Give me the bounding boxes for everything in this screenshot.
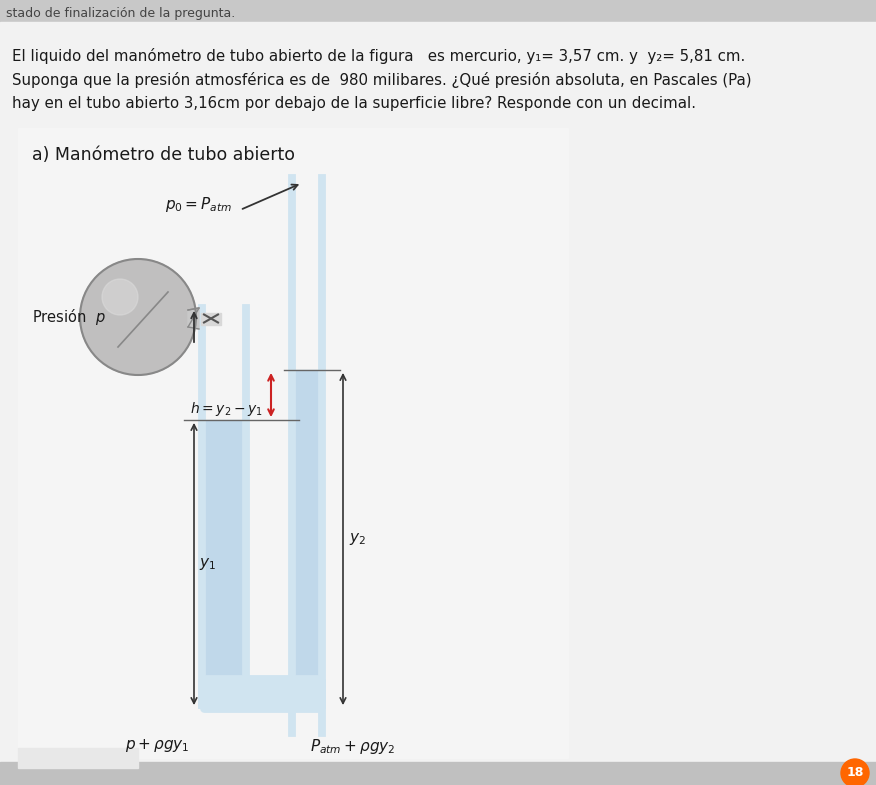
Bar <box>0 0 876 22</box>
Text: $h = y_2 - y_1$: $h = y_2 - y_1$ <box>190 400 263 418</box>
Bar <box>201 312 221 324</box>
Bar <box>319 175 325 736</box>
Text: 18: 18 <box>846 766 864 780</box>
Bar <box>199 680 325 708</box>
Text: $P_{atm} + \rho g y_2$: $P_{atm} + \rho g y_2$ <box>310 736 396 755</box>
Bar <box>0 762 876 785</box>
Polygon shape <box>188 308 199 329</box>
Bar <box>243 305 249 708</box>
Circle shape <box>102 279 138 315</box>
Text: $p + \rho g y_1$: $p + \rho g y_1$ <box>125 737 189 754</box>
Text: hay en el tubo abierto 3,16cm por debajo de la superficie libre? Responde con un: hay en el tubo abierto 3,16cm por debajo… <box>12 96 696 111</box>
Text: $y_2$: $y_2$ <box>349 531 366 547</box>
Text: stado de finalización de la pregunta.: stado de finalización de la pregunta. <box>6 6 236 20</box>
Bar <box>18 128 568 758</box>
Circle shape <box>80 259 196 375</box>
Bar <box>243 680 295 708</box>
Text: a) Manómetro de tubo abierto: a) Manómetro de tubo abierto <box>32 146 295 164</box>
FancyBboxPatch shape <box>201 676 323 712</box>
Bar <box>199 305 205 708</box>
Text: $y_1$: $y_1$ <box>199 556 216 572</box>
Bar <box>205 420 243 708</box>
Text: Presión  $p$: Presión $p$ <box>32 307 106 327</box>
Text: Suponga que la presión atmosférica es de  980 milibares. ¿Qué presión absoluta, : Suponga que la presión atmosférica es de… <box>12 72 752 88</box>
Bar <box>289 175 295 736</box>
Text: $p_0 = P_{atm}$: $p_0 = P_{atm}$ <box>165 195 232 214</box>
Bar <box>295 370 319 708</box>
Circle shape <box>841 759 869 785</box>
Text: El liquido del manómetro de tubo abierto de la figura   es mercurio, y₁= 3,57 cm: El liquido del manómetro de tubo abierto… <box>12 48 745 64</box>
Bar <box>18 748 138 768</box>
